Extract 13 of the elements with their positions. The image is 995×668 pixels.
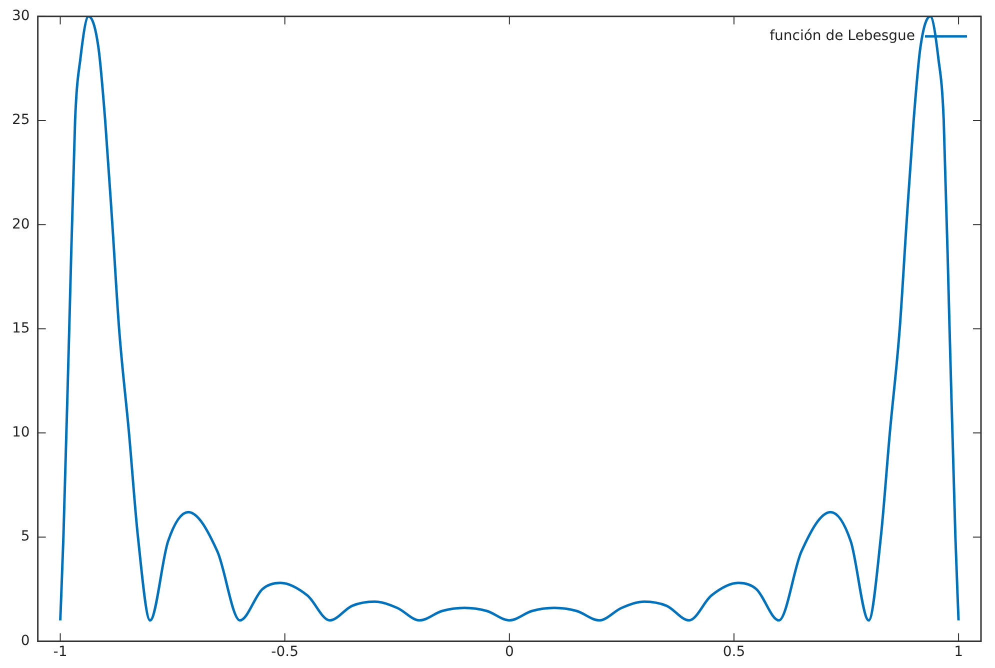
y-tick-label: 25 (12, 112, 30, 128)
x-tick-label: -1 (53, 644, 68, 660)
y-tick-label: 15 (12, 320, 30, 336)
y-tick-label: 0 (20, 632, 30, 649)
x-tick-label: 0.5 (722, 644, 746, 660)
x-tick-label: 0 (504, 644, 514, 660)
y-tick-label: 5 (20, 528, 30, 545)
legend-label: función de Lebesgue (770, 28, 916, 44)
y-tick-label: 20 (12, 216, 30, 232)
x-tick-label: 1 (954, 644, 964, 660)
x-tick-label: -0.5 (271, 644, 299, 660)
y-tick-label: 30 (12, 8, 30, 24)
y-tick-label: 10 (12, 424, 30, 441)
